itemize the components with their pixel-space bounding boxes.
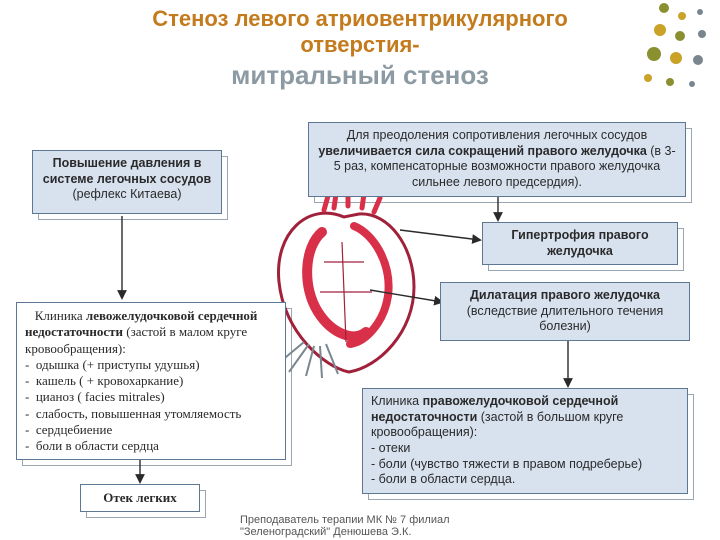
footer-line-2: "Зеленоградский" Денюшева Э.К. bbox=[240, 526, 450, 538]
box-dilat: Дилатация правого желудочка (вследствие … bbox=[440, 282, 690, 341]
box-left_clinic: Клиника левожелудочковой сердечной недос… bbox=[16, 302, 286, 460]
box-hyper: Гипертрофия правого желудочка bbox=[482, 222, 678, 265]
subtitle: митральный стеноз bbox=[0, 60, 720, 91]
box-overcome: Для преодоления сопротивления легочных с… bbox=[308, 122, 686, 197]
box-lpressure: Повышение давления в системе легочных со… bbox=[32, 150, 222, 214]
slide-footer: Преподаватель терапии МК № 7 филиал "Зел… bbox=[240, 514, 450, 538]
title-line-2: отверстия- bbox=[0, 32, 720, 58]
footer-line-1: Преподаватель терапии МК № 7 филиал bbox=[240, 514, 450, 526]
title-line-1: Стеноз левого атриовентрикулярного bbox=[0, 6, 720, 32]
box-edema: Отек легких bbox=[80, 484, 200, 512]
slide-title-block: Стеноз левого атриовентрикулярного отвер… bbox=[0, 0, 720, 91]
corner-dots-decoration bbox=[620, 4, 710, 94]
box-right_clinic: Клиника правожелудочковой сердечной недо… bbox=[362, 388, 688, 494]
